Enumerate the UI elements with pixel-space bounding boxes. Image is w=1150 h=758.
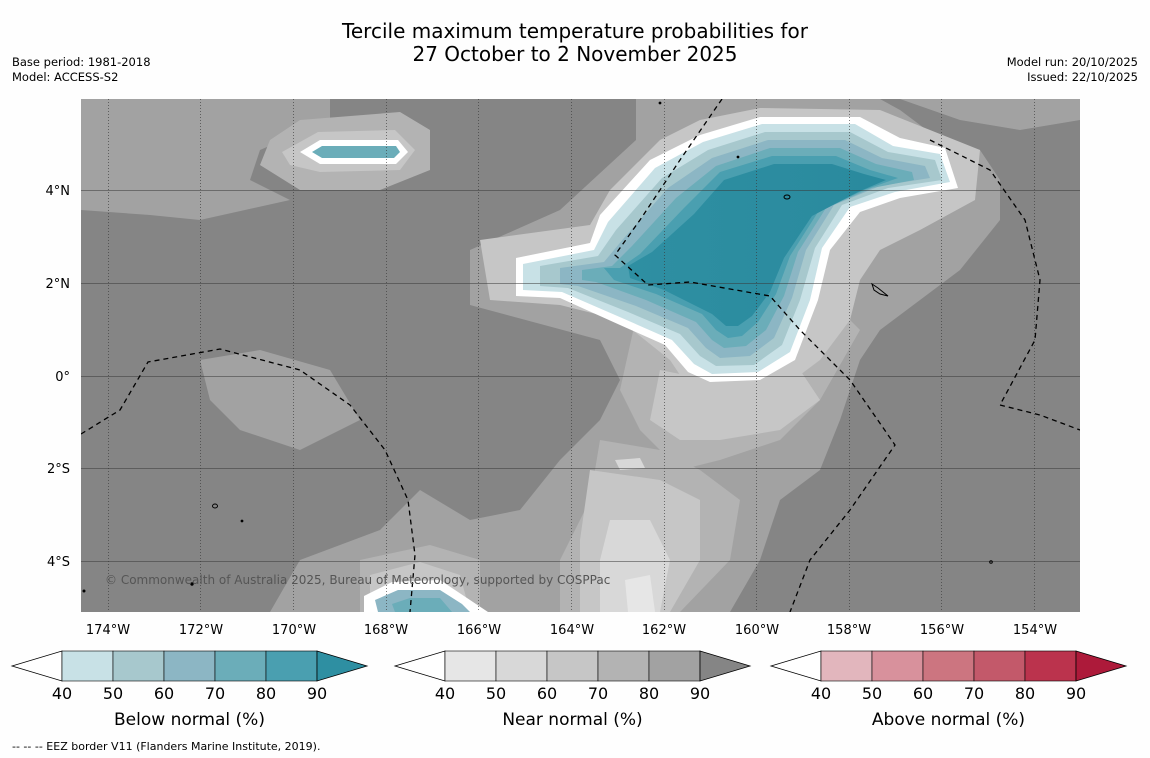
lat-label-0: 0° [55, 370, 70, 385]
region-near-80-sw [200, 350, 360, 450]
region-near-50 [600, 458, 670, 612]
below-normal-colorbar-tick: 60 [154, 684, 174, 703]
near-normal-colorbar-tick: 60 [537, 684, 557, 703]
map-title-line1: Tercile maximum temperature probabilitie… [342, 19, 808, 43]
lat-label-4s: 4°S [47, 555, 70, 570]
lon-label-164w: 164°W [550, 623, 594, 638]
near-normal-colorbar-tick: 80 [639, 684, 659, 703]
base-period-text: Base period: 1981-2018 [12, 55, 151, 69]
longitude-labels: 174°W 172°W 170°W 168°W 166°W 164°W 162°… [86, 623, 1057, 638]
above-normal-colorbar-segment [1024, 650, 1077, 682]
below-normal-colorbar-segment [163, 650, 216, 682]
above-normal-colorbar-tick: 70 [964, 684, 984, 703]
eez-borders [81, 99, 1080, 612]
below-normal-colorbar-tick: 40 [52, 684, 72, 703]
issued-text: Issued: 22/10/2025 [1027, 70, 1138, 84]
near-normal-colorbar-segment [495, 650, 548, 682]
near-normal-colorbar-segment [444, 650, 497, 682]
below-normal-colorbar: 40 50 60 70 80 90 Below normal (%) [10, 650, 369, 730]
near-normal-colorbar-label: Near normal (%) [502, 710, 642, 730]
near-normal-colorbar-tick: 50 [486, 684, 506, 703]
below-normal-colorbar-tick: 70 [205, 684, 225, 703]
near-normal-colorbar-tick: 90 [690, 684, 710, 703]
above-normal-colorbar-tick: 60 [913, 684, 933, 703]
near-normal-colorbar-high-extend [699, 650, 752, 682]
lat-label-4n: 4°N [46, 184, 71, 199]
latitude-lines [81, 190, 1080, 562]
lon-label-154w: 154°W [1013, 623, 1057, 638]
copyright-text: © Commonwealth of Australia 2025, Bureau… [105, 573, 610, 587]
model-run-text: Model run: 20/10/2025 [1006, 55, 1138, 69]
region-below-nw [312, 146, 400, 158]
region-below-south-inner [392, 598, 452, 612]
region-below-90 [628, 164, 886, 326]
colorbars: 40 50 60 70 80 90 Below normal (%) 40 50 60 70 80 90… [10, 650, 1128, 730]
lat-label-2n: 2°N [46, 277, 71, 292]
below-normal-colorbar-label: Below normal (%) [114, 710, 265, 730]
below-normal-colorbar-tick: 90 [307, 684, 327, 703]
region-near-60 [370, 370, 820, 612]
below-normal-colorbar-tick: 50 [103, 684, 123, 703]
islands [82, 101, 993, 593]
lon-label-172w: 172°W [179, 623, 223, 638]
latitude-labels: 4°N 2°N 0° 2°S 4°S [46, 184, 71, 570]
above-normal-colorbar-tick: 80 [1015, 684, 1035, 703]
near-normal-colorbar: 40 50 60 70 80 90 Near normal (%) [393, 650, 752, 730]
region-near-80-west [81, 99, 330, 220]
lon-label-160w: 160°W [735, 623, 779, 638]
below-normal-colorbar-segment [214, 650, 267, 682]
eez-footnote: -- -- -- EEZ border V11 (Flanders Marine… [12, 740, 321, 753]
lon-label-166w: 166°W [457, 623, 501, 638]
lon-label-162w: 162°W [642, 623, 686, 638]
above-normal-colorbar-segment [871, 650, 924, 682]
above-normal-colorbar-tick: 50 [862, 684, 882, 703]
near-normal-colorbar-segment [648, 650, 701, 682]
probability-map: © Commonwealth of Australia 2025, Bureau… [10, 99, 1128, 730]
near-normal-colorbar-segment [597, 650, 650, 682]
lon-label-158w: 158°W [827, 623, 871, 638]
near-normal-colorbar-segment [546, 650, 599, 682]
region-near-70 [260, 112, 860, 612]
lon-label-170w: 170°W [272, 623, 316, 638]
lon-label-174w: 174°W [86, 623, 130, 638]
lon-label-168w: 168°W [364, 623, 408, 638]
above-normal-colorbar-high-extend [1075, 650, 1128, 682]
above-normal-colorbar-label: Above normal (%) [872, 710, 1025, 730]
map-title-line2: 27 October to 2 November 2025 [412, 42, 738, 66]
above-normal-colorbar-segment [922, 650, 975, 682]
lon-label-156w: 156°W [920, 623, 964, 638]
region-near-40 [625, 575, 655, 612]
above-normal-colorbar-tick: 40 [811, 684, 831, 703]
below-normal-colorbar-segment [265, 650, 318, 682]
below-normal-colorbar-tick: 80 [256, 684, 276, 703]
model-text: Model: ACCESS-S2 [12, 70, 119, 84]
above-normal-colorbar-low-extend [769, 650, 822, 682]
map-panel: © Commonwealth of Australia 2025, Bureau… [81, 99, 1080, 612]
above-normal-colorbar-tick: 90 [1066, 684, 1086, 703]
above-normal-colorbar-segment [973, 650, 1026, 682]
near-normal-colorbar-tick: 40 [435, 684, 455, 703]
near-normal-colorbar-tick: 70 [588, 684, 608, 703]
above-normal-colorbar: 40 50 60 70 80 90 Above normal (%) [769, 650, 1128, 730]
region-near-80-east [900, 99, 1080, 130]
below-normal-colorbar-high-extend [316, 650, 369, 682]
near-normal-colorbar-low-extend [393, 650, 446, 682]
lat-label-2s: 2°S [47, 462, 70, 477]
below-normal-colorbar-segment [112, 650, 165, 682]
above-normal-colorbar-segment [820, 650, 873, 682]
below-normal-colorbar-segment [61, 650, 114, 682]
below-normal-colorbar-low-extend [10, 650, 63, 682]
